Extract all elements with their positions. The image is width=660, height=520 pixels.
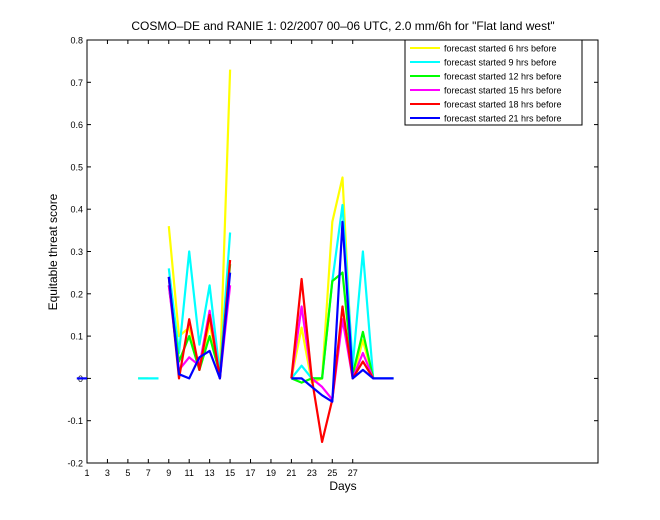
x-axis-label: Days bbox=[329, 479, 356, 493]
y-tick-label: -0.2 bbox=[67, 459, 83, 469]
x-tick-label: 17 bbox=[246, 468, 256, 478]
legend: forecast started 6 hrs before forecast st… bbox=[404, 39, 583, 126]
y-tick-label: 0.1 bbox=[70, 332, 83, 342]
x-tick-label: 1 bbox=[84, 468, 89, 478]
legend-label-5: forecast started 21 hrs before bbox=[444, 114, 562, 124]
legend-box bbox=[404, 39, 583, 126]
series-line-5 bbox=[167, 272, 232, 380]
x-tick-label: 23 bbox=[307, 468, 317, 478]
legend-label-1: forecast started 9 hrs before bbox=[444, 58, 557, 68]
x-axis-ticks: 1 3 5 7 9 11 13 15 17 19 21 23 25 27 bbox=[84, 40, 358, 478]
y-tick-label: 0.2 bbox=[70, 289, 83, 299]
legend-items: forecast started 6 hrs before forecast st… bbox=[410, 44, 562, 124]
y-tick-label: 0.3 bbox=[70, 247, 83, 257]
x-tick-label: 13 bbox=[205, 468, 215, 478]
legend-label-2: forecast started 12 hrs before bbox=[444, 72, 562, 82]
x-tick-label: 21 bbox=[286, 468, 296, 478]
chart-title: COSMO–DE and RANIE 1: 02/2007 00–06 UTC,… bbox=[131, 19, 554, 33]
x-tick-label: 15 bbox=[225, 468, 235, 478]
series-line-0 bbox=[290, 176, 375, 384]
legend-label-3: forecast started 15 hrs before bbox=[444, 86, 562, 96]
y-tick-label: 0.7 bbox=[70, 78, 83, 88]
series-line-5 bbox=[291, 220, 394, 403]
y-tick-label: 0.6 bbox=[70, 120, 83, 130]
x-tick-label: 25 bbox=[327, 468, 337, 478]
y-tick-label: -0.1 bbox=[67, 416, 83, 426]
legend-label-0: forecast started 6 hrs before bbox=[444, 44, 557, 54]
x-tick-label: 9 bbox=[166, 468, 171, 478]
series-line-1 bbox=[290, 203, 394, 380]
y-tick-label: 0.5 bbox=[70, 162, 83, 172]
series-lines bbox=[76, 69, 394, 443]
x-tick-label: 11 bbox=[185, 468, 194, 478]
y-tick-label: 0.8 bbox=[70, 36, 83, 46]
x-tick-label: 19 bbox=[266, 468, 276, 478]
x-tick-label: 7 bbox=[146, 468, 151, 478]
y-axis-label: Equitable threat score bbox=[46, 193, 60, 310]
legend-label-4: forecast started 18 hrs before bbox=[444, 100, 562, 110]
y-tick-label: 0.4 bbox=[70, 205, 83, 215]
x-tick-label: 3 bbox=[105, 468, 110, 478]
x-tick-label: 5 bbox=[125, 468, 130, 478]
x-tick-label: 27 bbox=[348, 468, 358, 478]
